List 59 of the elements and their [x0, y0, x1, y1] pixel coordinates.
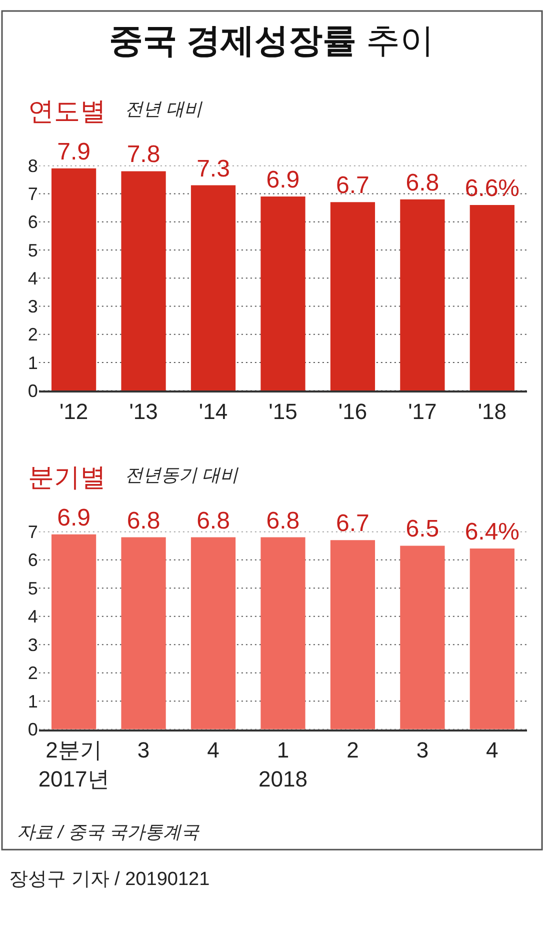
- x-tick-label: '18: [478, 399, 507, 424]
- text: 자료 / 중국 국가통계국: [17, 822, 200, 842]
- y-tick-label: 4: [28, 606, 38, 627]
- y-tick-label: 6: [28, 212, 38, 232]
- y-tick-label: 3: [28, 634, 38, 655]
- y-axis-title: 전년동기 대비: [125, 465, 239, 485]
- data-label: 7.3: [196, 155, 230, 182]
- x-tick-label: '13: [129, 399, 158, 424]
- data-label: 6.8: [406, 169, 440, 196]
- y-tick-label: 2: [28, 324, 38, 345]
- y-tick-label: 1: [28, 691, 38, 712]
- x-tick-label: '17: [408, 399, 437, 424]
- chart-title: 중국 경제성장률 추이: [109, 22, 434, 60]
- x-tick-label: '15: [268, 399, 298, 424]
- y-tick-label: 5: [28, 240, 38, 260]
- data-label: 6.9: [266, 166, 300, 194]
- data-label: 6.7: [336, 510, 370, 538]
- data-label: 6.7: [336, 172, 370, 200]
- x-tick-label: '14: [198, 399, 228, 424]
- data-label: 6.5: [406, 516, 440, 543]
- y-tick-label: 7: [28, 522, 38, 542]
- chart-subtitle: 연도별: [28, 96, 106, 126]
- bar: [260, 196, 306, 391]
- data-label: 7.9: [57, 138, 90, 166]
- data-label: 6.8: [196, 507, 230, 534]
- bar: [190, 185, 236, 391]
- y-tick-label: 3: [28, 296, 38, 317]
- y-tick-label: 4: [28, 268, 38, 288]
- data-label: 7.8: [126, 141, 160, 168]
- x-tick-label: 2: [346, 738, 359, 763]
- y-tick-label: 5: [28, 578, 38, 598]
- y-tick-label: 1: [28, 352, 38, 373]
- y-tick-label: 0: [28, 380, 38, 401]
- y-tick-label: 0: [28, 720, 38, 740]
- bar: [121, 171, 166, 391]
- x-tick-label: 1 2018: [258, 738, 308, 792]
- data-label: 6.8: [126, 507, 160, 534]
- x-tick-label: '12: [59, 399, 88, 424]
- bar: [51, 168, 96, 391]
- y-tick-label: 6: [28, 550, 38, 570]
- x-tick-label: 3: [416, 738, 429, 763]
- y-tick-label: 7: [28, 184, 38, 204]
- y-tick-label: 2: [28, 663, 38, 684]
- data-label: 6.8: [266, 507, 300, 534]
- x-tick-label: '16: [338, 399, 368, 424]
- y-tick-label: 8: [28, 156, 38, 176]
- chart-title: 분기별: [28, 462, 106, 492]
- data-label: 6.6%: [464, 174, 520, 202]
- x-tick-label: 4: [207, 738, 220, 763]
- y-axis-title: 전년 대비: [125, 99, 203, 119]
- text: 장성구 기자 / 20190121: [9, 869, 210, 890]
- bar: [400, 199, 445, 391]
- x-tick-label: 4: [486, 738, 498, 763]
- x-tick-label: 2분기 2017년: [38, 738, 110, 792]
- bar: [330, 202, 376, 391]
- bar: [470, 204, 514, 391]
- data-label: 6.9: [57, 504, 90, 532]
- x-tick-label: 3: [137, 738, 150, 763]
- data-label: 6.4%: [464, 518, 520, 546]
